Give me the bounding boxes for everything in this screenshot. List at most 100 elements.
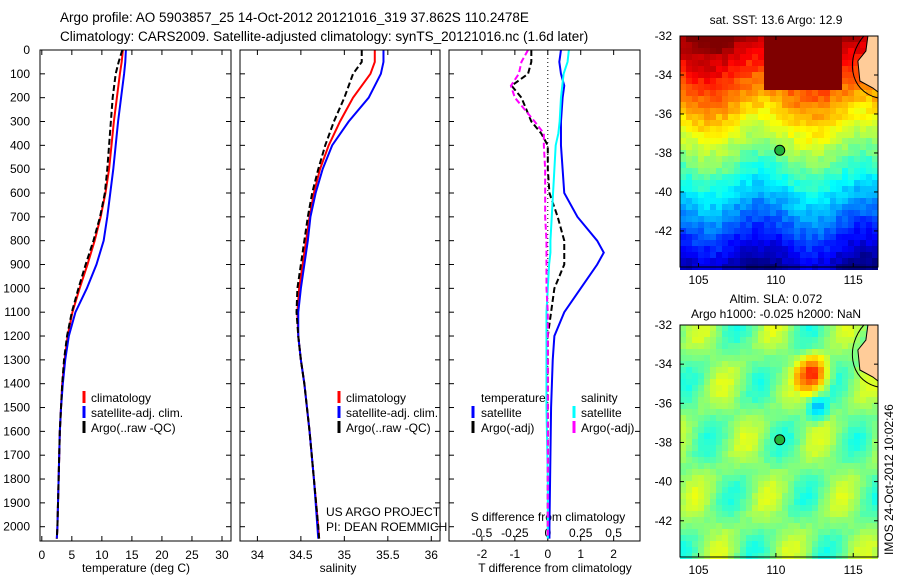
- map-cell: [686, 246, 692, 252]
- map-cell: [830, 102, 836, 108]
- map-cell: [734, 475, 740, 481]
- map-cell: [716, 349, 722, 355]
- map-cell: [818, 361, 824, 367]
- land-polygon: [857, 324, 879, 383]
- map-cell: [860, 222, 866, 228]
- map-cell: [692, 168, 698, 174]
- map-cell: [734, 162, 740, 168]
- map-cell: [836, 42, 842, 48]
- map-cell: [812, 355, 818, 361]
- map-cell: [812, 78, 818, 84]
- map-cell: [692, 78, 698, 84]
- map-cell: [842, 36, 848, 42]
- map-cell: [854, 499, 860, 505]
- map-cell: [722, 96, 728, 102]
- map-cell: [770, 511, 776, 517]
- y-tick-label: 1300: [3, 353, 30, 367]
- map-cell: [860, 337, 866, 343]
- map-cell: [824, 228, 830, 234]
- map-cell: [836, 481, 842, 487]
- map-cell: [830, 343, 836, 349]
- map-cell: [788, 331, 794, 337]
- map-cell: [752, 391, 758, 397]
- map-cell: [728, 150, 734, 156]
- map-cell: [740, 415, 746, 421]
- map-cell: [710, 529, 716, 535]
- map-cell: [740, 421, 746, 427]
- y-tick-label: -38: [655, 146, 673, 160]
- map-cell: [824, 150, 830, 156]
- map-cell: [848, 36, 854, 42]
- map-cell: [716, 427, 722, 433]
- map-cell: [698, 42, 704, 48]
- map-cell: [734, 66, 740, 72]
- map-cell: [704, 204, 710, 210]
- map-cell: [692, 517, 698, 523]
- profile-panel-salinity: 34 34.5 35 35.5 36: [239, 49, 441, 562]
- map-cell: [692, 457, 698, 463]
- map-cell: [686, 427, 692, 433]
- map-cell: [692, 66, 698, 72]
- map-cell: [776, 156, 782, 162]
- map-cell: [710, 325, 716, 331]
- map-cell: [746, 361, 752, 367]
- map-cell: [740, 120, 746, 126]
- argo-float-marker: [774, 144, 786, 156]
- map-cell: [848, 72, 854, 78]
- map-cell: [848, 361, 854, 367]
- map-cell: [692, 433, 698, 439]
- map-cell: [854, 493, 860, 499]
- map-cell: [746, 421, 752, 427]
- map-cell: [836, 547, 842, 553]
- map-cell: [860, 469, 866, 475]
- map-cell: [806, 499, 812, 505]
- map-cell: [812, 174, 818, 180]
- map-cell: [854, 168, 860, 174]
- map-cell: [716, 403, 722, 409]
- map-cell: [752, 138, 758, 144]
- map-cell: [758, 415, 764, 421]
- map-cell: [710, 90, 716, 96]
- map-cell: [716, 78, 722, 84]
- map-cell: [818, 421, 824, 427]
- map-cell: [734, 48, 740, 54]
- map-cell: [770, 216, 776, 222]
- map-cell: [818, 90, 824, 96]
- map-cell: [848, 547, 854, 553]
- map-cell: [728, 535, 734, 541]
- plot-frame: [39, 49, 232, 542]
- map-cell: [746, 96, 752, 102]
- map-cell: [830, 156, 836, 162]
- map-cell: [842, 427, 848, 433]
- map-cell: [806, 379, 812, 385]
- map-cell: [866, 529, 872, 535]
- map-cell: [872, 234, 878, 240]
- map-cell: [842, 144, 848, 150]
- map-cell: [692, 60, 698, 66]
- map-cell: [710, 108, 716, 114]
- map-cell: [806, 451, 812, 457]
- map-cell: [812, 42, 818, 48]
- map-cell: [722, 325, 728, 331]
- map-cell: [812, 216, 818, 222]
- map-cell: [740, 553, 746, 559]
- map-cell: [704, 493, 710, 499]
- map-cell: [680, 547, 686, 553]
- map-cell: [698, 216, 704, 222]
- map-cell: [848, 216, 854, 222]
- map-cell: [800, 180, 806, 186]
- map-cell: [806, 421, 812, 427]
- map-cell: [848, 487, 854, 493]
- map-cell: [830, 114, 836, 120]
- map-cell: [704, 180, 710, 186]
- map-cell: [740, 138, 746, 144]
- series-line: [55, 49, 127, 539]
- map-cell: [746, 439, 752, 445]
- map-cell: [740, 252, 746, 258]
- map-cell: [716, 535, 722, 541]
- map-cell: [698, 138, 704, 144]
- map-cell: [854, 367, 860, 373]
- map-cell: [758, 36, 764, 42]
- map-cell: [692, 451, 698, 457]
- map-cell: [818, 252, 824, 258]
